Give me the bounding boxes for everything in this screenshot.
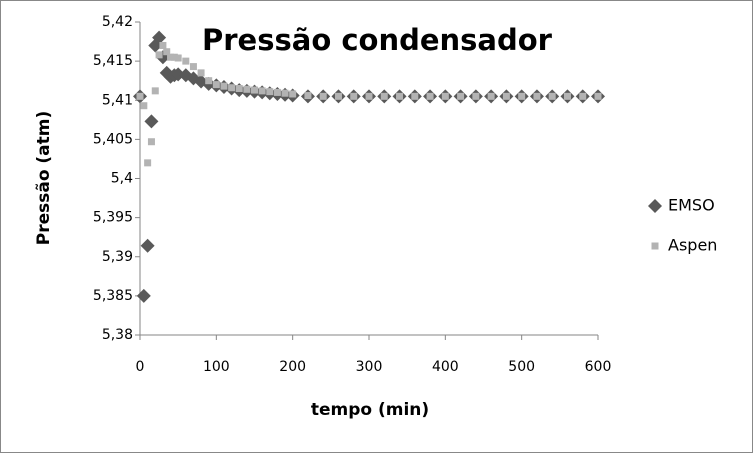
- square-marker: [197, 69, 205, 77]
- square-marker: [380, 92, 388, 100]
- square-marker: [396, 92, 404, 100]
- square-marker: [319, 92, 327, 100]
- square-marker: [518, 92, 526, 100]
- square-marker: [212, 81, 220, 89]
- square-marker: [533, 92, 541, 100]
- x-tick-label: 100: [203, 359, 230, 375]
- square-marker: [151, 87, 159, 95]
- y-tick-label: 5,415: [93, 53, 133, 69]
- square-marker: [140, 102, 148, 110]
- x-tick-label: 0: [136, 359, 145, 375]
- square-marker: [579, 92, 587, 100]
- square-marker: [251, 86, 258, 94]
- square-marker: [205, 77, 213, 85]
- legend-label: EMSO: [668, 196, 715, 215]
- square-marker: [304, 92, 312, 100]
- square-marker: [167, 53, 175, 61]
- square-marker: [472, 92, 480, 100]
- x-tick-label: 500: [508, 359, 535, 375]
- diamond-marker: [136, 288, 151, 303]
- legend-marker: [648, 199, 662, 213]
- y-tick-label: 5,41: [102, 92, 133, 108]
- square-marker: [594, 92, 602, 100]
- square-marker: [487, 92, 495, 100]
- y-tick-label: 5,38: [102, 327, 133, 343]
- y-tick-label: 5,4: [111, 171, 133, 187]
- square-marker: [182, 57, 190, 65]
- square-marker: [189, 63, 197, 71]
- diamond-marker: [140, 238, 155, 253]
- y-tick-label: 5,385: [93, 288, 133, 304]
- square-marker: [426, 92, 434, 100]
- square-marker: [563, 92, 571, 100]
- square-marker: [147, 138, 155, 146]
- square-marker: [365, 92, 373, 100]
- y-tick-label: 5,395: [93, 210, 133, 226]
- square-marker: [334, 92, 342, 100]
- x-tick-label: 400: [432, 359, 459, 375]
- y-tick-label: 5,42: [102, 14, 133, 30]
- y-axis-label: Pressão (atm): [34, 111, 54, 246]
- square-marker: [243, 85, 251, 93]
- square-marker: [502, 92, 510, 100]
- square-marker: [258, 87, 266, 95]
- square-marker: [273, 88, 281, 96]
- square-marker: [163, 48, 171, 56]
- x-axis-label: tempo (min): [311, 400, 429, 420]
- x-tick-label: 600: [585, 359, 612, 375]
- square-marker: [457, 92, 465, 100]
- square-marker: [228, 84, 236, 92]
- square-marker: [281, 89, 289, 97]
- square-marker: [289, 90, 297, 98]
- x-tick-label: 200: [279, 359, 306, 375]
- square-marker: [266, 88, 274, 96]
- square-marker: [411, 92, 419, 100]
- legend-label: Aspen: [668, 236, 717, 255]
- chart-title: Pressão condensador: [202, 23, 553, 57]
- square-marker: [548, 92, 556, 100]
- y-tick-label: 5,405: [93, 131, 133, 147]
- square-marker: [136, 92, 144, 100]
- square-marker: [159, 41, 167, 49]
- square-marker: [441, 92, 449, 100]
- legend-marker: [651, 242, 659, 250]
- diamond-marker: [144, 114, 159, 129]
- y-tick-label: 5,39: [102, 249, 133, 265]
- square-marker: [174, 54, 182, 62]
- square-marker: [155, 51, 163, 59]
- x-tick-label: 300: [356, 359, 383, 375]
- square-marker: [144, 159, 152, 167]
- square-marker: [220, 82, 228, 90]
- square-marker: [235, 85, 243, 93]
- square-marker: [170, 53, 178, 61]
- diamond-marker: [152, 30, 167, 45]
- square-marker: [350, 92, 358, 100]
